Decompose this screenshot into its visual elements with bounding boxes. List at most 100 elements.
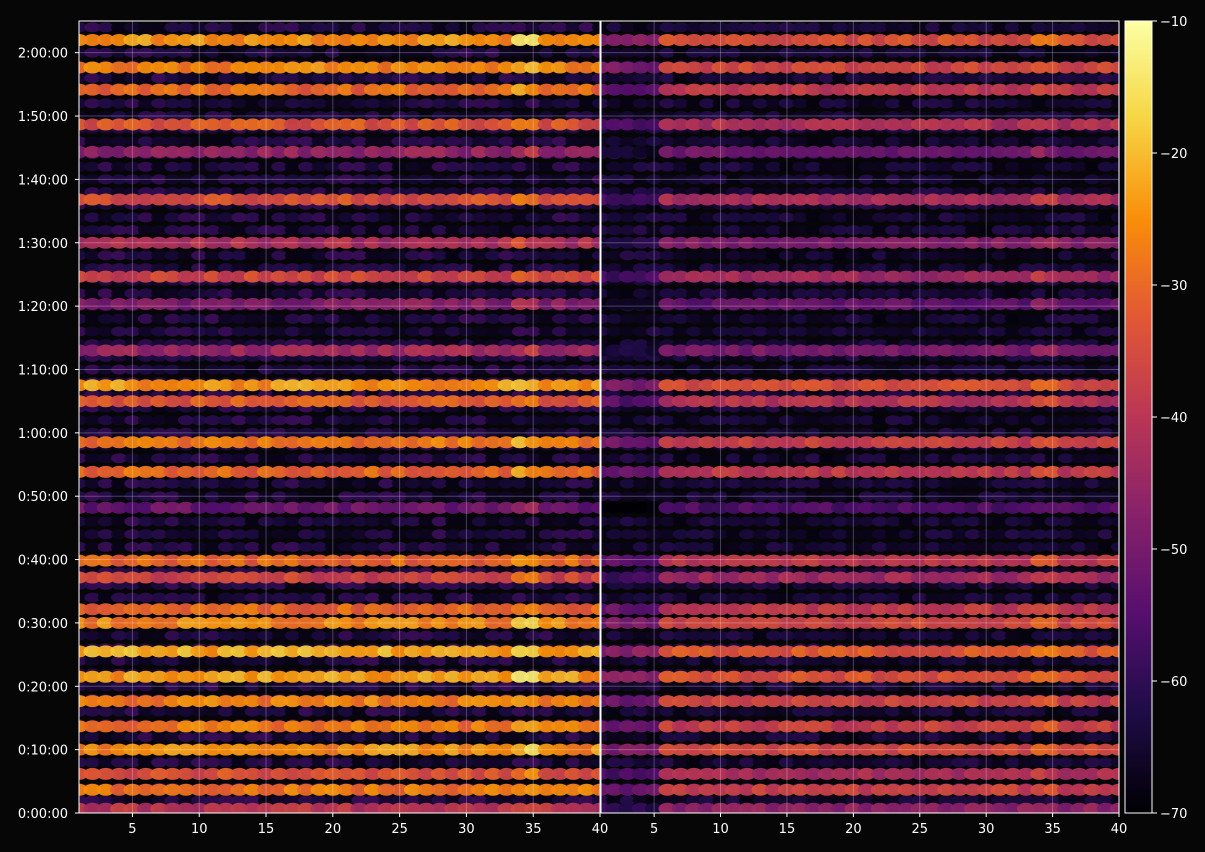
heatmap-cell xyxy=(204,225,221,236)
heatmap-cell xyxy=(444,743,463,756)
heatmap-cell xyxy=(136,554,155,567)
heatmap-cell xyxy=(511,250,528,261)
heatmap-cell xyxy=(471,313,488,324)
heatmap-cell xyxy=(96,193,115,206)
heatmap-cell xyxy=(284,795,301,806)
heatmap-cell xyxy=(324,415,341,426)
heatmap-cell xyxy=(298,757,315,768)
heatmap-cell xyxy=(97,22,114,33)
heatmap-cell xyxy=(431,225,448,236)
heatmap-cell xyxy=(176,767,195,780)
heatmap-cell xyxy=(203,767,222,780)
heatmap-cell xyxy=(551,288,568,299)
heatmap-cell xyxy=(485,263,502,274)
heatmap-cell xyxy=(471,212,488,223)
heatmap-cell xyxy=(96,145,115,158)
heatmap-cell xyxy=(537,270,556,283)
heatmap-cell xyxy=(310,501,329,514)
heatmap-cell xyxy=(176,501,195,514)
heatmap-cell xyxy=(191,541,208,552)
heatmap-cell xyxy=(324,795,341,806)
heatmap-cell xyxy=(164,288,181,299)
heatmap-cell xyxy=(551,174,568,185)
heatmap-cell xyxy=(592,364,600,375)
heatmap-cell xyxy=(124,111,141,121)
heatmap-cell xyxy=(430,395,449,408)
heatmap-cell xyxy=(79,174,87,185)
heatmap-cell xyxy=(96,720,115,733)
heatmap-cell xyxy=(417,554,436,567)
heatmap-cell xyxy=(124,453,141,464)
heatmap-cell xyxy=(418,47,435,58)
heatmap-cell xyxy=(204,174,221,185)
heatmap-cell xyxy=(176,436,195,449)
heatmap-cell xyxy=(592,516,600,527)
heatmap-cell xyxy=(137,47,154,58)
heatmap-cell xyxy=(191,326,208,337)
heatmap-cell xyxy=(96,270,115,283)
heatmap-cell xyxy=(164,795,181,806)
heatmap-cell xyxy=(551,136,568,147)
heatmap-cell xyxy=(190,61,209,74)
heatmap-cell xyxy=(351,732,368,742)
heatmap-cell xyxy=(310,802,329,813)
heatmap-cell xyxy=(190,670,209,683)
heatmap-cell xyxy=(271,732,288,742)
heatmap-cell xyxy=(96,298,115,310)
heatmap-cell xyxy=(298,47,315,58)
heatmap-cell xyxy=(298,478,315,489)
heatmap-cell xyxy=(136,802,155,813)
heatmap-cell xyxy=(601,630,609,641)
heatmap-cell xyxy=(151,225,168,236)
heatmap-cell xyxy=(310,379,329,392)
heatmap-cell xyxy=(591,193,600,206)
heatmap-cell xyxy=(271,516,288,527)
heatmap-cell xyxy=(417,298,436,310)
heatmap-cell xyxy=(283,193,302,206)
heatmap-cell xyxy=(418,516,435,527)
heatmap-cell xyxy=(417,270,436,283)
heatmap-cell xyxy=(190,436,209,449)
heatmap-cell xyxy=(485,225,502,236)
heatmap-cell xyxy=(417,645,436,658)
heatmap-cell xyxy=(83,379,102,392)
heatmap-cell xyxy=(84,541,101,552)
heatmap-cell xyxy=(430,603,449,616)
heatmap-cell xyxy=(323,193,342,206)
heatmap-cell xyxy=(524,720,543,733)
heatmap-cell xyxy=(350,236,369,249)
heatmap-cell xyxy=(150,501,169,514)
heatmap-cell xyxy=(137,592,154,603)
heatmap-cell xyxy=(231,541,248,552)
heatmap-cell xyxy=(458,630,475,641)
heatmap-cell xyxy=(258,732,274,742)
heatmap-cell xyxy=(190,554,209,567)
heatmap-cell xyxy=(484,236,503,249)
heatmap-cell xyxy=(258,263,274,274)
heatmap-cell xyxy=(601,478,609,489)
heatmap-cell xyxy=(458,795,475,806)
heatmap-cell xyxy=(471,592,488,603)
heatmap-cell xyxy=(203,571,222,584)
heatmap-cell xyxy=(457,344,476,357)
heatmap-cell xyxy=(351,453,368,464)
heatmap-cell xyxy=(244,491,261,502)
heatmap-cell xyxy=(137,225,154,236)
heatmap-cell xyxy=(283,465,302,478)
heatmap-cell xyxy=(551,364,568,375)
heatmap-cell xyxy=(324,212,341,223)
heatmap-cell xyxy=(270,767,289,780)
heatmap-cell xyxy=(270,695,289,708)
heatmap-cell xyxy=(524,379,543,392)
heatmap-cell xyxy=(364,478,381,489)
heatmap-cell xyxy=(111,326,128,337)
heatmap-cell xyxy=(231,681,248,692)
heatmap-cell xyxy=(565,136,582,147)
heatmap-cell xyxy=(150,670,169,683)
heatmap-cell xyxy=(257,83,275,96)
heatmap-cell xyxy=(136,236,155,249)
heatmap-cell xyxy=(298,263,315,274)
heatmap-cell xyxy=(445,592,462,603)
heatmap-cell xyxy=(110,298,129,310)
heatmap-cell xyxy=(216,571,235,584)
